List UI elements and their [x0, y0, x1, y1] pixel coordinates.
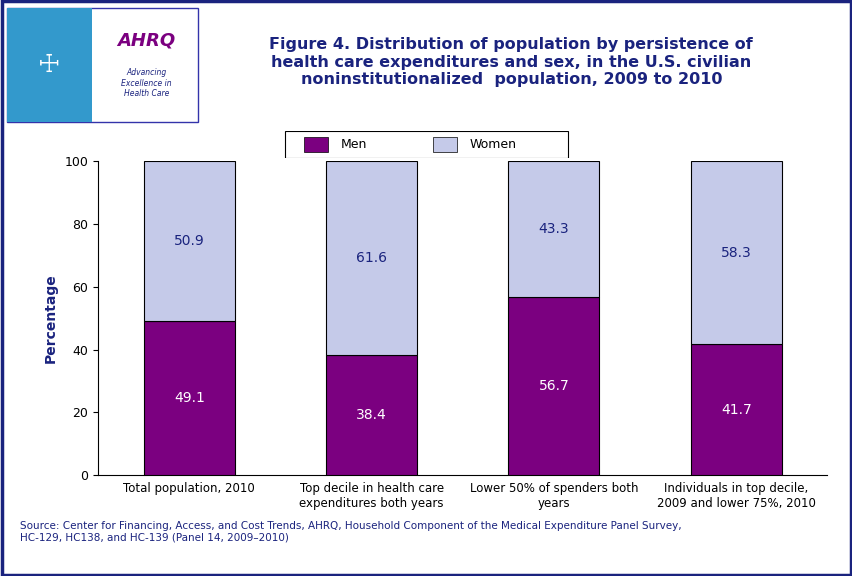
Bar: [303, 137, 328, 152]
Text: 38.4: 38.4: [356, 408, 387, 422]
Bar: [143, 321, 234, 475]
Text: 58.3: 58.3: [720, 246, 751, 260]
Text: Source: Center for Financing, Access, and Cost Trends, AHRQ, Household Component: Source: Center for Financing, Access, an…: [20, 521, 681, 543]
Bar: [325, 355, 417, 475]
Text: ☩: ☩: [38, 53, 60, 77]
Y-axis label: Percentage: Percentage: [43, 274, 57, 363]
Text: 49.1: 49.1: [174, 391, 204, 405]
Bar: [690, 344, 781, 475]
Text: Advancing
Excellence in
Health Care: Advancing Excellence in Health Care: [121, 69, 172, 98]
Bar: [432, 137, 457, 152]
Bar: [690, 161, 781, 344]
Text: 56.7: 56.7: [538, 379, 568, 393]
Bar: [508, 161, 599, 297]
Text: Women: Women: [469, 138, 515, 151]
Text: AHRQ: AHRQ: [118, 31, 176, 49]
Bar: [143, 161, 234, 321]
Text: 61.6: 61.6: [355, 251, 387, 265]
Text: 41.7: 41.7: [720, 403, 751, 417]
Text: Figure 4. Distribution of population by persistence of
health care expenditures : Figure 4. Distribution of population by …: [269, 37, 752, 87]
Bar: [7, 8, 198, 122]
Text: Men: Men: [340, 138, 366, 151]
Bar: [7, 8, 91, 122]
Bar: [325, 161, 417, 355]
Text: 50.9: 50.9: [174, 234, 204, 248]
Text: 43.3: 43.3: [538, 222, 568, 236]
Bar: [508, 297, 599, 475]
